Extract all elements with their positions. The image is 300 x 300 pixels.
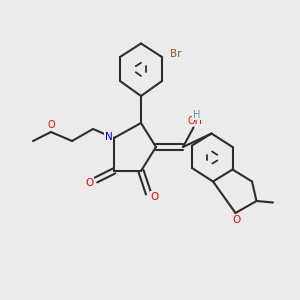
Text: OH: OH <box>188 116 202 126</box>
Text: O: O <box>233 214 241 225</box>
Text: O: O <box>47 120 55 130</box>
Text: H: H <box>193 110 200 120</box>
Text: O: O <box>85 178 94 188</box>
Text: Br: Br <box>170 49 181 59</box>
Text: O: O <box>150 191 159 202</box>
Text: N: N <box>105 131 112 142</box>
